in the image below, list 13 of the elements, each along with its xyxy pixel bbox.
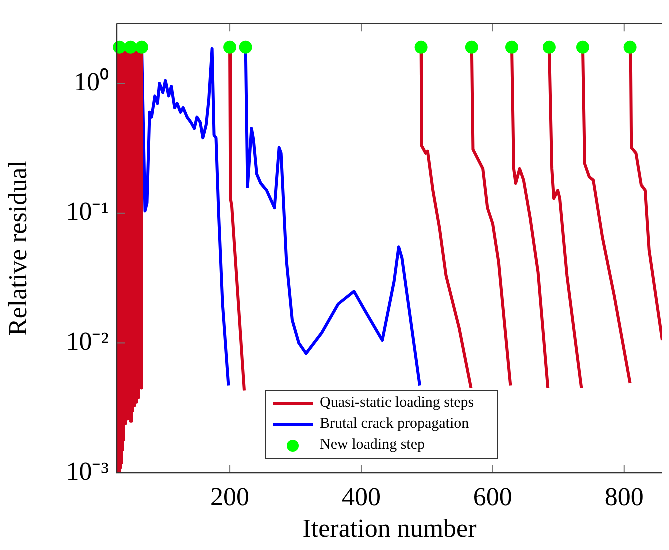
x-tick-label: 400 bbox=[342, 482, 381, 512]
legend-label: Quasi-static loading steps bbox=[320, 395, 474, 412]
legend-label: Brutal crack propagation bbox=[320, 416, 470, 433]
x-tick-label: 800 bbox=[604, 482, 644, 512]
y-tick-label: 10⁻³ bbox=[66, 456, 110, 486]
legend-label: New loading step bbox=[320, 437, 425, 454]
y-tick-label: 10⁻² bbox=[66, 327, 110, 356]
y-axis-title: Relative residual bbox=[3, 160, 32, 336]
x-axis-title: Iteration number bbox=[302, 514, 478, 544]
y-tick-label: 10⁻¹ bbox=[66, 197, 109, 226]
y-tick-label: 10⁰ bbox=[74, 67, 109, 96]
x-tick-label: 200 bbox=[210, 482, 250, 512]
x-tick-label: 600 bbox=[473, 482, 512, 512]
